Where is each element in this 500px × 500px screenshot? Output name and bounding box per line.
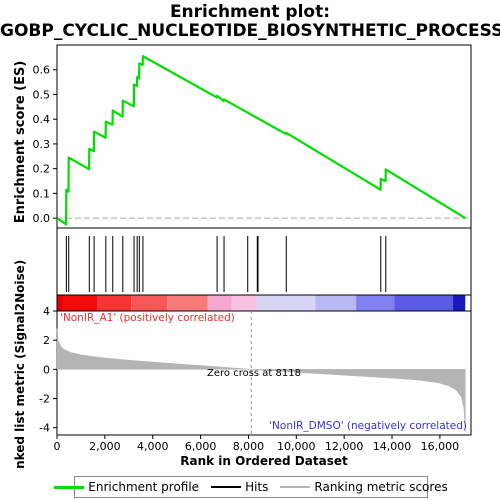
es-tick-label-6: 0.6 — [33, 64, 51, 77]
hits-panel-frame — [56, 227, 472, 296]
zero-cross-label: Zero cross at 8118 — [207, 368, 301, 379]
x-tick-label-3: 6,000 — [185, 440, 217, 453]
metric-axis: -4 -2 0 2 4 — [39, 305, 57, 435]
es-tick-label-3: 0.3 — [33, 138, 51, 151]
legend-item-enrichment-profile: Enrichment profile — [54, 480, 199, 494]
es-axis: 0.0 0.1 0.2 0.3 0.4 0.5 0.6 — [33, 64, 57, 225]
x-tick-label-7: 14,000 — [373, 440, 412, 453]
metric-tick-label-2: 0 — [43, 363, 50, 376]
x-tick-label-8: 16,000 — [421, 440, 460, 453]
x-tick-label-1: 2,000 — [89, 440, 121, 453]
heatbar-segment-8 — [315, 295, 357, 311]
metric-axis-title: Ranked list metric (Signal2Noise) — [13, 260, 27, 470]
negative-correlation-label: 'NonIR_DMSO' (negatively correlated) — [269, 420, 467, 432]
metric-tick-label-4: 4 — [43, 305, 50, 318]
chart-title-line1: Enrichment plot: — [169, 2, 331, 22]
legend-swatch-metric — [280, 486, 311, 488]
heatbar-segment-2 — [97, 295, 132, 311]
metric-tick-label-0: -4 — [39, 422, 50, 435]
legend-swatch-enrichment — [54, 485, 85, 489]
es-tick-label-1: 0.1 — [33, 187, 51, 200]
heatbar-segment-9 — [356, 295, 395, 311]
es-tick-label-4: 0.4 — [33, 113, 51, 126]
es-tick-label-2: 0.2 — [33, 163, 51, 176]
heatbar-segment-4 — [167, 295, 208, 311]
metric-tick-label-1: -2 — [39, 393, 50, 406]
heatbar-segment-10 — [394, 295, 454, 311]
legend-label-metric: Ranking metric scores — [314, 480, 448, 494]
enrichment-profile-polyline — [56, 55, 466, 226]
enrichment-plot-svg: 0.0 0.1 0.2 0.3 0.4 0.5 0.6 -4 -2 0 2 4 0 2,000 4,00… — [13, 44, 472, 470]
legend-item-hits: Hits — [211, 480, 268, 494]
es-panel-frame — [56, 44, 472, 229]
es-tick-label-5: 0.5 — [33, 88, 51, 101]
legend-item-ranking-metric: Ranking metric scores — [280, 480, 448, 494]
heatbar-segment-0 — [57, 295, 63, 311]
enrichment-profile-line — [56, 55, 466, 226]
legend-label-hits: Hits — [245, 480, 269, 494]
ranking-heatbar — [56, 294, 472, 312]
metric-tick-label-3: 2 — [43, 334, 50, 347]
legend-label-enrichment: Enrichment profile — [88, 480, 200, 494]
x-tick-label-0: 0 — [54, 440, 61, 453]
es-tick-label-0: 0.0 — [33, 212, 51, 225]
heatbar-segment-11 — [453, 295, 466, 311]
legend: Enrichment profile Hits Ranking metric s… — [54, 476, 448, 498]
x-axis-title: Rank in Ordered Dataset — [180, 454, 348, 468]
positive-correlation-label: 'NonIR_A1' (positively correlated) — [60, 312, 235, 324]
heatbar-segment-7 — [256, 295, 316, 311]
legend-swatch-hits — [211, 486, 242, 488]
ranking-metric-fill — [56, 328, 466, 433]
heatbar-segment-3 — [131, 295, 168, 311]
hits-lines — [65, 236, 387, 292]
x-tick-label-5: 10,000 — [277, 440, 316, 453]
x-tick-label-4: 8,000 — [233, 440, 265, 453]
x-tick-label-2: 4,000 — [137, 440, 169, 453]
x-tick-label-6: 12,000 — [325, 440, 364, 453]
x-axis: 0 2,000 4,000 6,000 8,000 10,000 12,000 14,000 1… — [54, 435, 460, 453]
chart-title-line2: GOBP_CYCLIC_NUCLEOTIDE_BIOSYNTHETIC_PROC… — [0, 21, 500, 41]
ranking-metric-area — [56, 328, 466, 433]
heatbar-segment-5 — [207, 295, 232, 311]
heatbar-segment-6 — [231, 295, 257, 311]
heatbar-segment-1 — [62, 295, 98, 311]
es-axis-title: Enrichment score (ES) — [13, 61, 28, 224]
